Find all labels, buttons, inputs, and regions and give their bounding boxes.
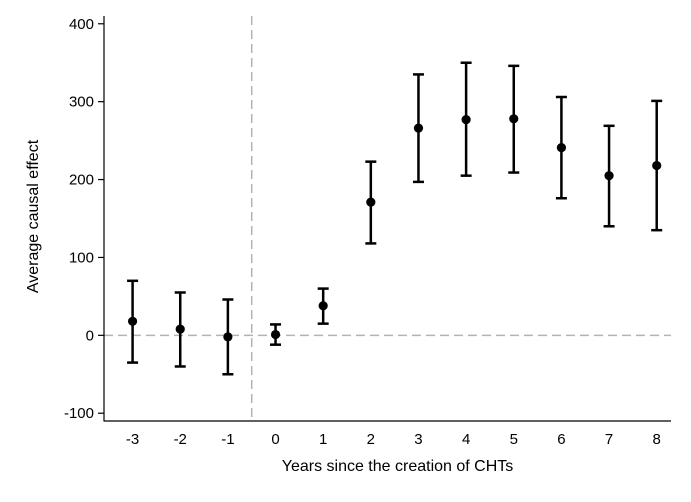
point-estimate [652, 160, 662, 171]
estimate-group [222, 298, 234, 376]
y-tick-label: 400 [69, 16, 94, 33]
estimate-group [555, 95, 567, 200]
axes [103, 16, 671, 422]
estimate-group [174, 291, 186, 368]
y-tick-label: 300 [69, 94, 94, 111]
point-estimate [413, 123, 424, 133]
estimate-group [460, 61, 472, 177]
estimate-group [127, 279, 139, 364]
x-tick-label: -3 [126, 431, 139, 448]
x-tick-label: 6 [557, 431, 565, 448]
estimate-group [317, 287, 329, 325]
x-tick-label: 8 [653, 431, 661, 448]
y-tick-label: 0 [86, 327, 94, 344]
point-estimate [270, 329, 281, 340]
x-tick-label: -2 [174, 431, 187, 448]
point-estimate [366, 197, 376, 207]
x-tick-label: 5 [510, 431, 518, 448]
estimate-group [270, 323, 282, 346]
x-axis-title: Years since the creation of CHTs [282, 458, 514, 475]
x-tick-label: -1 [221, 431, 234, 448]
x-tick-label: 0 [271, 431, 279, 448]
point-estimate [509, 114, 519, 124]
point-estimate [318, 301, 328, 311]
point-estimate [127, 316, 138, 326]
point-estimate [604, 171, 614, 181]
estimate-group [508, 64, 520, 174]
estimate-group [651, 99, 663, 232]
estimate-group [365, 160, 377, 245]
estimate-group [412, 73, 424, 184]
x-tick-label: 4 [462, 431, 470, 448]
x-axis-ticks: -3 -2 -1 0 1 2 3 4 5 6 7 8 [126, 431, 661, 448]
y-axis-title: Average causal effect [25, 139, 42, 293]
y-tick-label: -100 [64, 405, 94, 422]
y-axis-ticks: 400 300 200 100 0 -100 [64, 16, 104, 422]
x-tick-label: 2 [367, 431, 375, 448]
y-tick-label: 100 [69, 249, 94, 266]
point-estimate [461, 114, 471, 125]
estimate-group [603, 124, 615, 228]
x-tick-label: 1 [319, 431, 327, 448]
x-tick-label: 7 [605, 431, 613, 448]
reference-lines [104, 16, 671, 421]
point-estimate [223, 332, 233, 342]
data-marks [127, 61, 663, 376]
point-estimate [175, 324, 185, 334]
x-tick-label: 3 [414, 431, 422, 448]
y-tick-label: 200 [69, 172, 94, 189]
point-estimate [556, 143, 567, 153]
